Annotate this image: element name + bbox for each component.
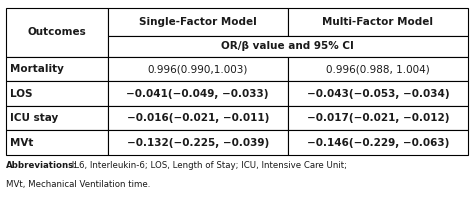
Text: LOS: LOS <box>10 89 32 99</box>
Text: Multi-Factor Model: Multi-Factor Model <box>322 17 433 27</box>
Text: IL6, Interleukin-6; LOS, Length of Stay; ICU, Intensive Care Unit;: IL6, Interleukin-6; LOS, Length of Stay;… <box>69 161 347 170</box>
Bar <box>288 8 468 35</box>
Bar <box>288 57 468 81</box>
Text: 0.996(0.990,1.003): 0.996(0.990,1.003) <box>147 64 248 74</box>
Bar <box>288 106 468 130</box>
Text: MVt, Mechanical Ventilation time.: MVt, Mechanical Ventilation time. <box>6 181 150 189</box>
Text: ICU stay: ICU stay <box>10 113 58 123</box>
Bar <box>6 130 108 155</box>
Bar <box>108 130 288 155</box>
Text: −0.016(−0.021, −0.011): −0.016(−0.021, −0.011) <box>127 113 269 123</box>
Bar <box>108 8 288 35</box>
Text: 0.996(0.988, 1.004): 0.996(0.988, 1.004) <box>326 64 430 74</box>
Bar <box>288 130 468 155</box>
Bar <box>6 8 108 57</box>
Bar <box>108 81 288 106</box>
Text: MVt: MVt <box>10 138 33 148</box>
Bar <box>108 35 468 57</box>
Text: OR/β value and 95% CI: OR/β value and 95% CI <box>221 41 354 51</box>
Text: −0.132(−0.225, −0.039): −0.132(−0.225, −0.039) <box>127 138 269 148</box>
Text: −0.017(−0.021, −0.012): −0.017(−0.021, −0.012) <box>307 113 449 123</box>
Bar <box>6 81 108 106</box>
Text: Single-Factor Model: Single-Factor Model <box>139 17 256 27</box>
Bar <box>108 106 288 130</box>
Text: Mortality: Mortality <box>10 64 64 74</box>
Text: Outcomes: Outcomes <box>27 27 86 37</box>
Bar <box>108 57 288 81</box>
Text: −0.041(−0.049, −0.033): −0.041(−0.049, −0.033) <box>127 89 269 99</box>
Bar <box>6 106 108 130</box>
Text: −0.146(−0.229, −0.063): −0.146(−0.229, −0.063) <box>307 138 449 148</box>
Bar <box>6 57 108 81</box>
Text: −0.043(−0.053, −0.034): −0.043(−0.053, −0.034) <box>307 89 449 99</box>
Text: Abbreviations:: Abbreviations: <box>6 161 78 170</box>
Bar <box>288 81 468 106</box>
